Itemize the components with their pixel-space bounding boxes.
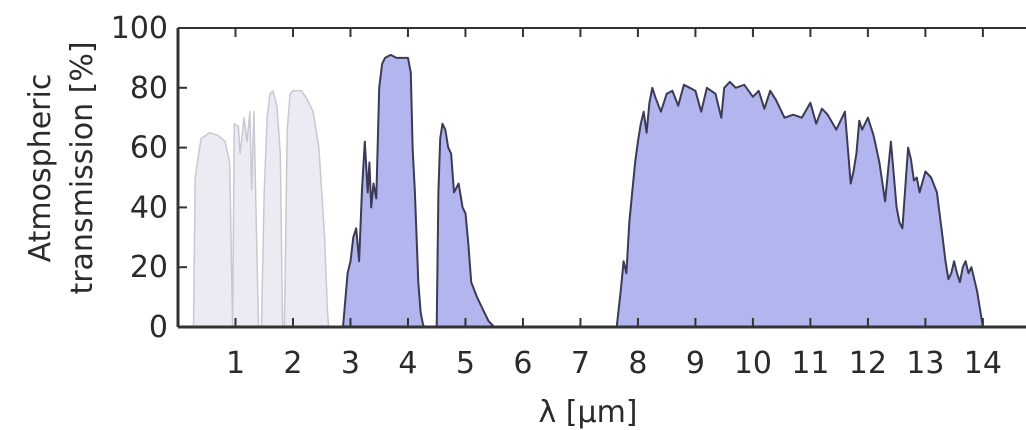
x-tick-label-11: 11 [791,346,829,381]
x-tick-label-10: 10 [734,346,772,381]
axes-layer [176,27,1026,329]
y-tick-label-60: 60 [130,131,168,166]
y-tick-label-100: 100 [111,11,168,46]
x-tick-label-14: 14 [964,346,1002,381]
x-tick-label-6: 6 [513,346,532,381]
y-tick-label-40: 40 [130,190,168,225]
y-axis-title-line-1: Atmospheric [23,74,58,263]
x-tick-label-5: 5 [456,346,475,381]
x-tick-label-4: 4 [398,346,417,381]
x-tick-label-7: 7 [571,346,590,381]
x-tick-label-1: 1 [226,346,245,381]
bands-layer [192,53,984,328]
ticks-layer [178,27,984,328]
x-tick-label-2: 2 [283,346,302,381]
transmission-band-1 [192,90,330,328]
transmission-band-2 [342,53,426,328]
y-axis-title-group: Atmospheric [23,74,58,263]
x-tick-label-13: 13 [906,346,944,381]
x-axis-title: λ [µm] [538,395,637,430]
x-tick-label-8: 8 [628,346,647,381]
x-tick-label-12: 12 [849,346,887,381]
transmission-band-3 [435,122,496,328]
y-axis-title-group-2: transmission [%] [65,41,100,294]
x-tick-label-3: 3 [341,346,360,381]
y-axis-title-line-2: transmission [%] [65,41,100,294]
x-tick-label-9: 9 [686,346,705,381]
y-tick-label-20: 20 [130,250,168,285]
y-tick-label-80: 80 [130,71,168,106]
y-tick-label-0: 0 [149,310,168,345]
transmission-band-4 [615,80,984,328]
